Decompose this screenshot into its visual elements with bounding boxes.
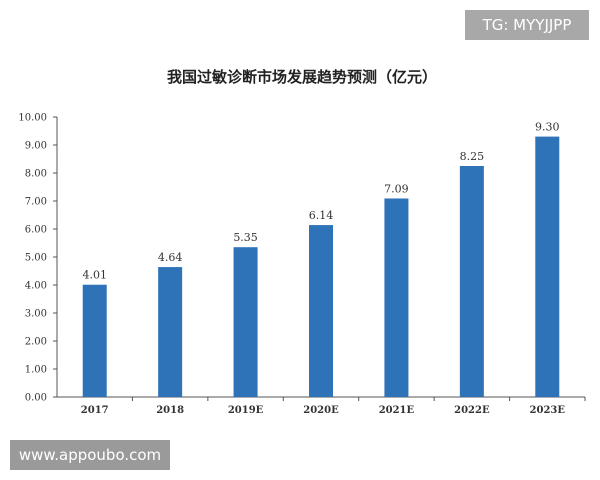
y-tick-label: 2.00: [25, 337, 47, 348]
bar: [82, 284, 107, 397]
y-tick-label: 3.00: [25, 309, 47, 320]
data-label: 7.09: [384, 182, 409, 195]
x-tick-label: 2021E: [379, 405, 415, 416]
x-tick-label: 2018: [156, 405, 184, 416]
y-axis: 0.00 1.00 2.00 3.00 4.00 5.00 6.00 7.00 8.00 9.00…: [18, 113, 58, 404]
y-tick-label: 6.00: [25, 225, 47, 236]
chart-title: 我国过敏诊断市场发展趋势预测（亿元）: [167, 68, 437, 86]
y-tick-label: 5.00: [25, 253, 47, 264]
y-tick-label: 1.00: [25, 365, 47, 376]
bar: [535, 136, 560, 397]
x-tick-label: 2017: [81, 405, 109, 416]
x-tick-label: 2019E: [228, 405, 264, 416]
x-tick-label: 2020E: [303, 405, 339, 416]
y-tick-label: 0.00: [25, 393, 47, 404]
bar: [459, 166, 484, 397]
bar: [158, 267, 183, 397]
data-label: 8.25: [460, 150, 485, 163]
x-tick-label: 2023E: [530, 405, 566, 416]
data-label: 9.30: [535, 121, 560, 134]
bar: [233, 247, 258, 397]
bars: [82, 136, 560, 397]
watermark-bottom: www.appoubo.com: [10, 440, 170, 470]
bar: [384, 198, 409, 397]
bar: [309, 225, 333, 397]
y-tick-label: 10.00: [18, 113, 47, 124]
data-label: 6.14: [309, 209, 334, 222]
data-label: 5.35: [233, 231, 258, 244]
x-tick-label: 2022E: [454, 405, 490, 416]
y-tick-label: 9.00: [25, 141, 47, 152]
y-tick-label: 4.00: [25, 281, 47, 292]
watermark-top: TG: MYYJJPP: [465, 10, 589, 40]
y-tick-label: 7.00: [25, 197, 47, 208]
data-label: 4.01: [82, 269, 107, 282]
y-tick-label: 8.00: [25, 169, 47, 180]
data-labels: 4.01 4.64 5.35 6.14 7.09 8.25 9.30: [82, 121, 559, 282]
data-label: 4.64: [158, 251, 183, 264]
x-axis: 2017 2018 2019E 2020E 2021E 2022E 2023E: [57, 396, 586, 416]
